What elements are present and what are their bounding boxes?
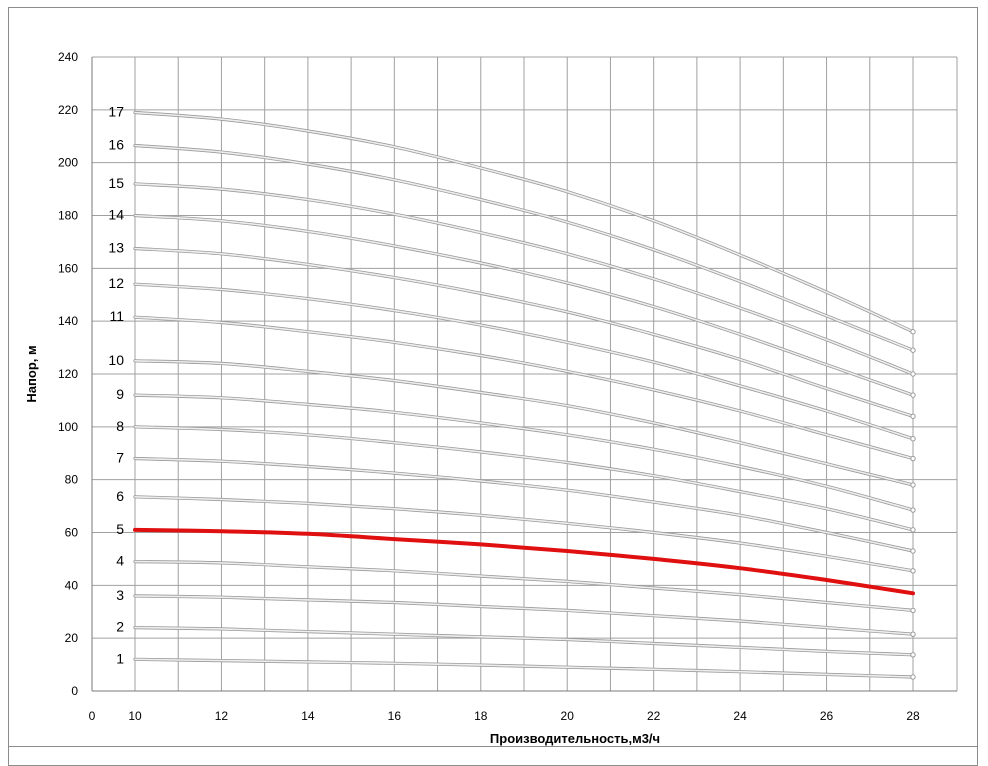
series-end-point <box>910 413 916 419</box>
curve-label-11: 11 <box>109 308 124 324</box>
y-tick-label: 160 <box>58 261 78 275</box>
series-line-5 <box>133 527 915 596</box>
x-tick-label: 20 <box>561 709 575 723</box>
curve-label-3: 3 <box>116 587 124 603</box>
series-line-9 <box>134 394 914 511</box>
y-tick-label: 0 <box>71 684 78 698</box>
curve-label-7: 7 <box>116 450 124 466</box>
curve-label-17: 17 <box>108 103 124 119</box>
y-tick-label: 120 <box>58 367 78 381</box>
series-end-point <box>910 436 916 442</box>
series-line-1 <box>134 658 914 678</box>
x-tick-label: 16 <box>388 709 402 723</box>
series-line-11 <box>134 316 914 460</box>
series-end-point <box>910 371 916 377</box>
y-axis-title: Напор, м <box>24 345 39 402</box>
y-tick-label: 20 <box>65 631 79 645</box>
curve-label-13: 13 <box>108 240 124 256</box>
series-line-13 <box>134 247 914 418</box>
y-tick-label: 80 <box>65 473 79 487</box>
x-tick-label: 10 <box>128 709 142 723</box>
curve-label-16: 16 <box>108 136 124 152</box>
curve-label-6: 6 <box>116 488 124 504</box>
x-tick-label: 22 <box>647 709 661 723</box>
y-tick-label: 40 <box>65 578 79 592</box>
curve-label-14: 14 <box>108 207 124 223</box>
y-tick-label: 60 <box>65 526 79 540</box>
series-line-7 <box>134 457 914 552</box>
x-axis-title: Производительность,м3/ч <box>490 731 660 746</box>
series-line-8 <box>134 426 914 531</box>
curve-label-1: 1 <box>116 650 124 666</box>
curve-label-9: 9 <box>116 386 124 402</box>
series-end-point <box>910 652 916 658</box>
y-tick-label: 100 <box>58 420 78 434</box>
series-line-17 <box>134 111 914 333</box>
x-tick-label: 0 <box>89 709 96 723</box>
y-tick-label: 140 <box>58 314 78 328</box>
series-line-14 <box>134 214 914 396</box>
series-end-point <box>910 455 916 462</box>
series-end-point <box>910 392 916 398</box>
curve-label-15: 15 <box>108 175 124 191</box>
curve-label-12: 12 <box>108 275 124 291</box>
curve-label-2: 2 <box>116 619 124 635</box>
series-line-10 <box>134 360 914 486</box>
y-tick-label: 200 <box>58 156 78 170</box>
series-line-16 <box>134 144 914 351</box>
x-tick-label: 28 <box>906 709 920 723</box>
series-end-point <box>910 674 916 680</box>
x-tick-label: 24 <box>733 709 747 723</box>
series-end-point <box>910 631 916 637</box>
series-line-2 <box>134 626 914 656</box>
series-end-point <box>910 527 916 533</box>
series-group <box>133 110 916 680</box>
x-tick-label: 14 <box>301 709 315 723</box>
series-line-15 <box>134 183 914 375</box>
series-end-point <box>910 482 916 488</box>
curve-label-8: 8 <box>116 418 124 434</box>
series-end-point <box>910 568 916 574</box>
series-end-point <box>910 347 916 353</box>
x-tick-label: 26 <box>820 709 834 723</box>
chart-frame <box>8 7 978 747</box>
y-tick-label: 240 <box>58 50 78 64</box>
series-line-4 <box>134 560 914 612</box>
series-end-point <box>910 329 916 335</box>
y-tick-label: 180 <box>58 209 78 223</box>
curve-label-10: 10 <box>108 352 124 368</box>
x-tick-label: 12 <box>215 709 229 723</box>
series-line-12 <box>134 283 914 440</box>
curve-label-4: 4 <box>116 553 124 569</box>
x-tick-label: 18 <box>474 709 488 723</box>
series-line-3 <box>134 595 914 635</box>
series-line-6 <box>134 496 914 572</box>
series-end-point <box>910 507 916 513</box>
y-tick-label: 220 <box>58 103 78 117</box>
series-end-point <box>910 607 916 614</box>
curve-label-5: 5 <box>116 521 124 537</box>
series-end-point <box>910 548 916 554</box>
